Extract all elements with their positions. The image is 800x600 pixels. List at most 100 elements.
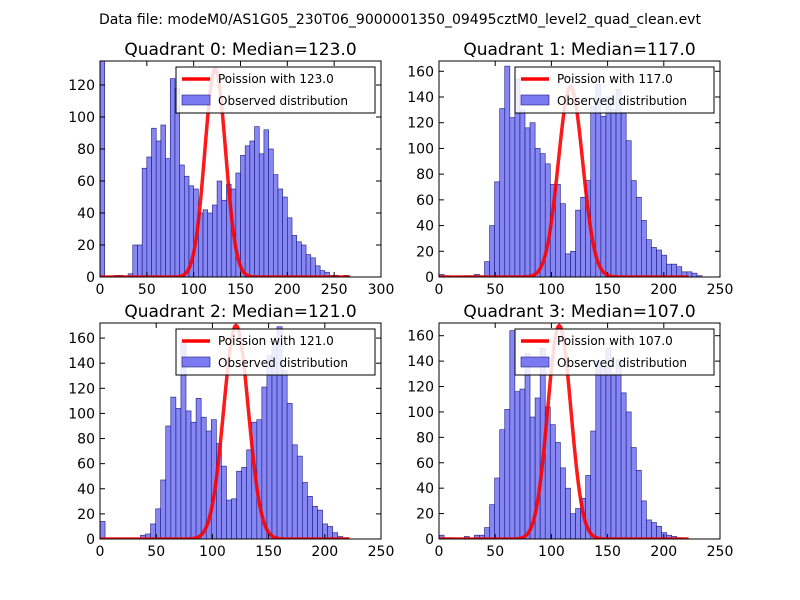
histogram-bar — [305, 254, 312, 277]
x-tick-label: 250 — [368, 544, 395, 560]
histogram-bar — [296, 241, 302, 277]
histogram-bar — [605, 96, 612, 277]
histogram-bar — [286, 403, 293, 539]
histogram-bar — [236, 470, 242, 539]
histogram-bar — [200, 416, 207, 539]
histogram-bar — [524, 127, 531, 277]
histogram-bar — [590, 430, 597, 539]
histogram-bar — [504, 65, 511, 277]
histogram-bar — [595, 360, 602, 539]
panel-quadrant-2: 0 50 100 150 200 250 0 20 40 60 80 100 120 140 160 Quad… — [68, 302, 394, 560]
plot-area — [100, 61, 351, 277]
histogram-bar — [656, 525, 662, 539]
x-tick-label: 250 — [321, 282, 348, 298]
histogram-bar — [132, 244, 138, 277]
histogram-bar — [696, 275, 703, 277]
axes-frame — [438, 60, 721, 278]
histogram-bar — [160, 479, 167, 539]
panel-title: Quadrant 1: Median=117.0 — [463, 40, 695, 60]
panel-quadrant-3: 0 50 100 150 200 250 0 20 40 60 80 100 120 140 160 Quad… — [407, 302, 733, 560]
y-tick-label: 20 — [416, 244, 434, 260]
y-tick-label: 140 — [407, 354, 434, 370]
panel-title: Quadrant 0: Median=123.0 — [124, 40, 356, 60]
histogram-bar — [555, 442, 561, 539]
histogram-bar — [221, 465, 227, 539]
histogram-bar — [207, 212, 213, 277]
histogram-bar — [332, 532, 339, 539]
histogram-bar — [625, 411, 632, 539]
histogram-bar — [691, 272, 698, 277]
histogram-bar — [519, 388, 526, 539]
histogram-bar — [184, 175, 190, 277]
histogram-bar — [327, 526, 333, 539]
panel-title: Quadrant 2: Median=121.0 — [124, 302, 356, 322]
legend-label-poisson: Poission with 107.0 — [557, 334, 673, 348]
histogram-bar — [165, 425, 172, 539]
histogram-bar — [302, 482, 308, 539]
histogram-bar — [221, 199, 227, 277]
histogram-bar — [641, 500, 647, 539]
histogram-bar — [277, 188, 283, 277]
histogram-bar — [499, 429, 506, 539]
histogram-bar — [137, 244, 143, 277]
x-tick-label: 100 — [538, 282, 565, 298]
histogram-bar — [226, 499, 232, 539]
histogram-bar — [620, 392, 627, 539]
axes-frame — [99, 322, 382, 540]
axes-frame — [438, 322, 721, 540]
y-tick-label: 100 — [407, 405, 434, 421]
figure-suptitle: Data file: modeM0/AS1G05_230T06_90000013… — [99, 12, 701, 28]
x-tick-label: 150 — [227, 282, 254, 298]
histogram-bar — [499, 108, 506, 277]
histogram-bar — [605, 348, 612, 539]
histogram-bar — [671, 263, 678, 277]
y-tick-label: 60 — [416, 456, 434, 472]
y-tick-label: 20 — [77, 238, 95, 254]
legend-box — [175, 328, 376, 376]
histogram-bar — [160, 124, 166, 277]
histogram-bar — [174, 87, 180, 277]
y-tick-label: 40 — [416, 219, 434, 235]
y-tick-label: 120 — [68, 381, 95, 397]
histogram-bar — [165, 158, 171, 277]
x-tick-label: 0 — [435, 282, 444, 298]
histogram-bar — [544, 163, 551, 277]
y-tick-label: 120 — [68, 78, 95, 94]
panel-title: Quadrant 3: Median=107.0 — [463, 302, 695, 322]
y-tick-label: 160 — [407, 329, 434, 345]
histogram-bar — [560, 467, 566, 539]
x-tick-label: 50 — [147, 544, 165, 560]
histogram-bar — [575, 508, 581, 539]
histogram-bar — [307, 496, 313, 539]
histogram-bar — [560, 203, 566, 277]
legend-bar-swatch — [181, 94, 211, 106]
histogram-bar — [258, 153, 265, 277]
histogram-bar — [509, 330, 516, 539]
histogram-bar — [202, 209, 209, 277]
histogram-bar — [489, 504, 495, 539]
histogram-bar — [146, 156, 152, 277]
y-tick-label: 60 — [416, 193, 434, 209]
x-tick-label: 250 — [707, 544, 734, 560]
legend-label-observed: Observed distribution — [218, 94, 348, 108]
histogram-bar — [175, 408, 182, 539]
histogram-bar — [610, 373, 617, 539]
histogram-bar — [504, 409, 511, 539]
histogram-bar — [651, 247, 657, 277]
histogram-bar — [272, 174, 279, 277]
y-tick-label: 40 — [416, 481, 434, 497]
legend-bar-swatch — [520, 94, 550, 106]
histogram-bar — [155, 140, 162, 277]
x-tick-label: 50 — [486, 282, 504, 298]
histogram-bar — [494, 181, 500, 277]
histogram-bar — [179, 164, 185, 277]
histogram-bar — [635, 196, 642, 277]
x-tick-label: 0 — [96, 282, 105, 298]
histogram-bar — [324, 271, 330, 277]
histogram-bar — [509, 117, 516, 277]
histogram-bar — [524, 353, 531, 539]
y-tick-label: 120 — [407, 380, 434, 396]
legend-label-poisson: Poission with 121.0 — [218, 334, 334, 348]
histogram-bar — [549, 424, 556, 539]
y-tick-label: 100 — [68, 110, 95, 126]
